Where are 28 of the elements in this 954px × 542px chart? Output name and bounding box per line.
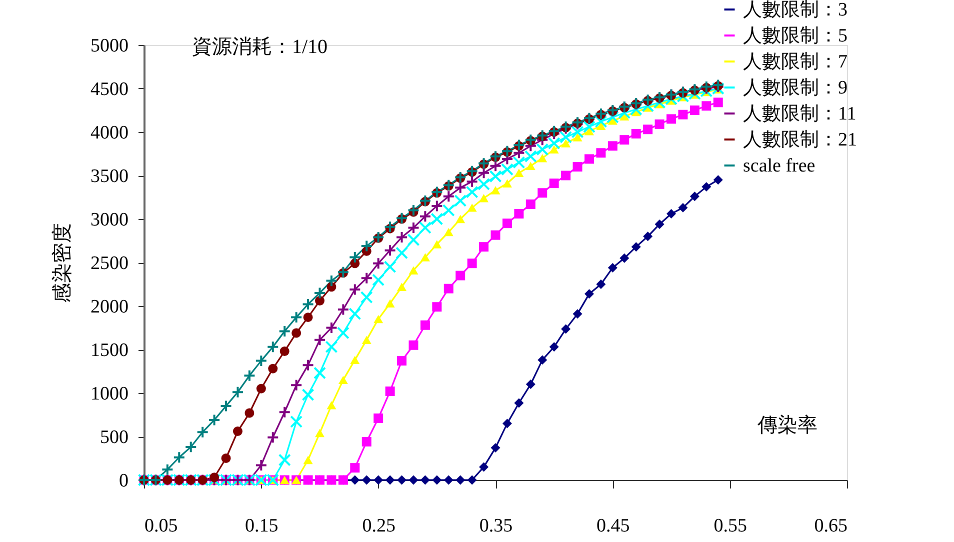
y-tick-label: 5000 — [90, 36, 128, 56]
y-tick-label: 4500 — [90, 79, 128, 100]
annotation: 資源消耗：1/10 — [192, 36, 328, 58]
legend-label: 人數限制：5 — [743, 26, 848, 46]
legend-label: 人數限制：11 — [743, 104, 856, 124]
x-tick-label: 0.65 — [814, 516, 848, 536]
y-tick-label: 2500 — [90, 253, 128, 274]
legend-label: scale free — [743, 156, 816, 176]
legend-label: 人數限制：21 — [743, 130, 857, 150]
y-tick-label: 1000 — [90, 384, 128, 404]
x-tick-label: 0.05 — [144, 516, 178, 536]
x-tick-label: 0.35 — [479, 516, 513, 536]
legend-label: 人數限制：3 — [743, 0, 848, 20]
y-tick-label: 500 — [100, 427, 128, 448]
x-axis-title: 傳染率 — [756, 414, 818, 436]
y-tick-label: 4000 — [90, 122, 128, 144]
y-tick-label: 1500 — [90, 340, 128, 361]
y-tick-label: 2000 — [90, 296, 128, 318]
y-tick-label: 3000 — [90, 210, 128, 230]
y-tick-label: 3500 — [90, 166, 128, 187]
y-tick-label: 0 — [119, 470, 128, 492]
legend-label: 人數限制：9 — [743, 78, 848, 98]
x-tick-label: 0.25 — [362, 516, 396, 536]
legend-label: 人數限制：7 — [743, 52, 848, 72]
y-axis-title: 感染密度 — [52, 223, 74, 303]
x-tick-label: 0.45 — [596, 516, 630, 536]
x-tick-label: 0.15 — [245, 516, 278, 536]
x-tick-label: 0.55 — [714, 516, 747, 536]
